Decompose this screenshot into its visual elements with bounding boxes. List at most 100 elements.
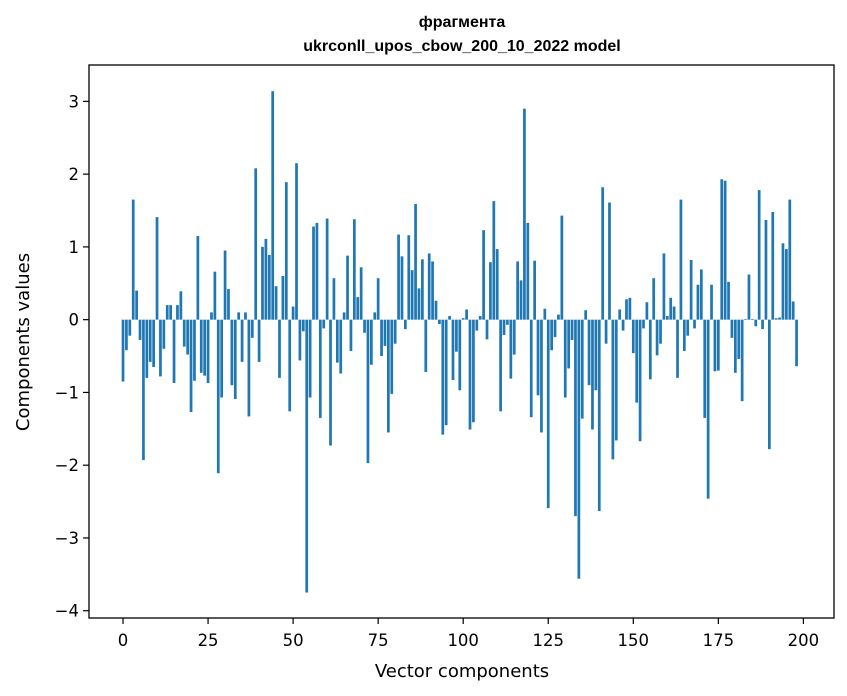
bar-component-77 — [383, 319, 387, 346]
x-tick-label: 200 — [788, 631, 820, 650]
bar-component-152 — [638, 319, 642, 442]
bar-component-48 — [284, 182, 288, 320]
y-tick-label: 3 — [69, 92, 80, 111]
x-tick-label: 75 — [368, 631, 389, 650]
bar-component-2 — [128, 319, 132, 336]
bar-component-134 — [577, 319, 581, 579]
chart-title-line1: фрагмента — [419, 14, 506, 31]
bar-component-27 — [213, 271, 217, 320]
bar-component-182 — [740, 319, 744, 402]
bar-component-42 — [264, 238, 268, 320]
bar-component-14 — [169, 305, 172, 320]
bar-component-81 — [397, 234, 400, 320]
y-axis-ticks: −4 −3 −2 −1 0 1 2 3 — [55, 92, 89, 621]
bar-component-101 — [465, 309, 468, 320]
bar-component-116 — [516, 261, 519, 320]
chart-title-line2: ukrconll_upos_cbow_200_10_2022 model — [303, 38, 620, 55]
bar-component-191 — [771, 211, 775, 320]
bar-component-78 — [387, 319, 390, 433]
bar-component-176 — [720, 179, 724, 320]
bar-component-103 — [472, 319, 475, 423]
bar-component-145 — [614, 319, 618, 441]
bar-component-92 — [434, 300, 438, 320]
bar-component-129 — [560, 215, 564, 320]
bar-component-44 — [271, 91, 275, 320]
bar-component-41 — [261, 246, 264, 320]
bar-component-141 — [601, 187, 605, 320]
y-tick-label: 0 — [69, 311, 80, 330]
bar-component-7 — [145, 319, 149, 378]
x-tick-label: 125 — [532, 631, 564, 650]
bar-component-67 — [349, 319, 353, 351]
bar-component-137 — [587, 319, 591, 386]
bar-component-161 — [669, 297, 673, 320]
bar-component-12 — [162, 319, 166, 349]
bar-component-146 — [618, 309, 622, 320]
bar-component-33 — [233, 319, 237, 399]
x-tick-label: 50 — [283, 631, 304, 650]
bar-component-60 — [325, 218, 329, 320]
bar-component-105 — [478, 316, 482, 320]
bar-component-174 — [713, 319, 717, 372]
bar-component-165 — [682, 319, 686, 351]
bar-component-24 — [203, 319, 207, 376]
bar-component-125 — [546, 319, 550, 509]
y-tick-label: 1 — [69, 238, 80, 257]
bar-component-197 — [791, 301, 795, 320]
bar-component-119 — [526, 222, 530, 320]
bar-component-29 — [220, 319, 224, 398]
bar-component-126 — [550, 319, 554, 351]
bar-component-117 — [519, 280, 523, 320]
bar-component-189 — [764, 219, 768, 320]
bar-component-18 — [182, 319, 186, 347]
bar-component-193 — [778, 317, 781, 320]
bar-component-190 — [768, 319, 771, 450]
bar-component-13 — [165, 305, 169, 320]
bar-component-159 — [662, 253, 666, 320]
bar-component-175 — [716, 319, 720, 371]
bar-component-20 — [189, 319, 193, 413]
bar-component-102 — [468, 319, 472, 430]
bar-component-196 — [788, 199, 792, 320]
bar-component-162 — [672, 306, 676, 320]
y-tick-label: −2 — [55, 456, 79, 475]
bar-component-124 — [543, 308, 547, 320]
bar-component-142 — [604, 319, 608, 344]
bar-component-112 — [502, 319, 506, 335]
bar-component-157 — [655, 319, 659, 356]
bar-component-70 — [359, 267, 363, 320]
bar-component-172 — [706, 319, 710, 499]
bar-component-114 — [509, 319, 513, 379]
bar-component-40 — [257, 319, 261, 362]
bar-component-37 — [247, 319, 251, 417]
bar-component-143 — [608, 202, 611, 320]
bar-component-149 — [628, 297, 632, 320]
bar-component-160 — [665, 316, 669, 320]
bar-component-59 — [322, 319, 326, 329]
bar-component-90 — [427, 253, 431, 320]
bar-component-91 — [431, 261, 434, 320]
bar-component-28 — [216, 319, 220, 474]
bar-component-122 — [536, 319, 540, 396]
bar-component-127 — [553, 319, 557, 338]
bar-component-140 — [597, 319, 601, 512]
bar-component-158 — [659, 319, 662, 344]
bar-component-180 — [733, 319, 737, 373]
bar-component-52 — [298, 319, 302, 361]
bar-component-131 — [567, 319, 571, 369]
bar-component-46 — [278, 319, 281, 378]
bar-component-8 — [148, 319, 152, 362]
bar-component-96 — [448, 316, 451, 320]
bar-component-75 — [376, 278, 380, 320]
x-tick-label: 150 — [618, 631, 650, 650]
bar-component-130 — [563, 319, 567, 398]
bar-component-106 — [482, 230, 485, 320]
bar-component-53 — [301, 319, 305, 332]
bar-component-170 — [699, 269, 703, 320]
bar-component-94 — [441, 319, 445, 435]
bar-component-73 — [369, 319, 373, 365]
y-tick-label: −4 — [55, 602, 79, 621]
x-tick-label: 25 — [198, 631, 219, 650]
bar-component-6 — [142, 319, 145, 461]
